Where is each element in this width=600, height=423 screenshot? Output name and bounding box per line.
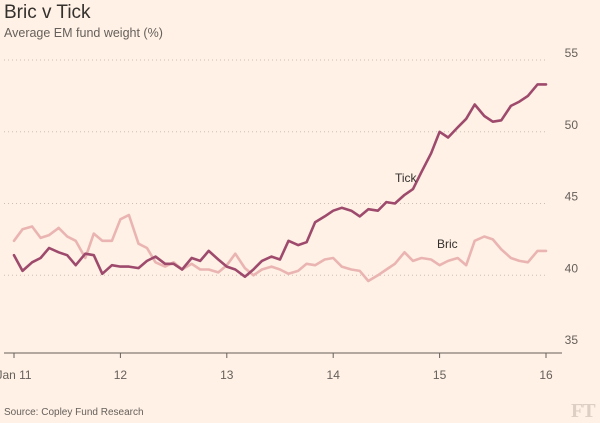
series-label-tick: Tick: [395, 171, 418, 185]
series-label-bric: Bric: [437, 237, 458, 251]
x-tick-label: 12: [114, 368, 128, 382]
series-lines: [12, 83, 548, 283]
source-note: Source: Copley Fund Research: [4, 407, 144, 418]
y-tick-label: 50: [565, 118, 579, 132]
series-labels: Tick Bric: [395, 171, 458, 251]
ft-logo: FT: [571, 400, 596, 422]
y-tick-label: 35: [565, 333, 579, 347]
series-line-tick: [12, 83, 548, 279]
x-tick-labels: Jan 11 12 13 14 15 16: [0, 368, 553, 382]
x-tick-label: Jan 11: [0, 368, 32, 382]
series-line-bric: [12, 213, 548, 283]
gridlines: [4, 59, 546, 276]
line-chart: 35 40 45 50 55 Jan 11 12 13 14 15 16 Tick Bric: [0, 46, 579, 382]
y-tick-label: 45: [565, 190, 579, 204]
x-axis: [4, 352, 562, 358]
chart-title: Bric v Tick: [4, 2, 91, 23]
y-tick-label: 40: [565, 261, 579, 275]
x-tick-label: 15: [433, 368, 447, 382]
y-tick-label: 55: [565, 46, 579, 60]
y-axis: 35 40 45 50 55: [565, 46, 579, 347]
x-tick-label: 13: [220, 368, 234, 382]
chart-subtitle: Average EM fund weight (%): [4, 26, 163, 40]
x-tick-label: 14: [327, 368, 341, 382]
x-tick-label: 16: [539, 368, 553, 382]
